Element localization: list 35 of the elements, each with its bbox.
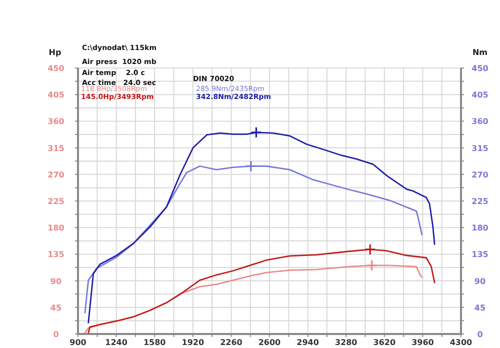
x-tick-label: 3960 (412, 338, 434, 347)
y-tick-label: 315 (48, 144, 65, 153)
x-tick-label: 1240 (105, 338, 128, 347)
y2-tick-label: 45 (474, 303, 486, 312)
y2-tick-label: 315 (472, 144, 489, 153)
y-tick-label: 450 (48, 64, 65, 73)
y-tick-label: 45 (50, 303, 62, 312)
y2-tick-label: 360 (472, 117, 489, 126)
x-tick-label: 3280 (334, 338, 358, 347)
x-tick-label: 900 (70, 338, 87, 347)
y2-tick-label: 135 (472, 250, 489, 260)
y-tick-label: 180 (48, 224, 65, 233)
y2-tick-label: 405 (472, 90, 489, 100)
y-tick-label: 270 (48, 170, 65, 180)
x-tick-label: 2600 (258, 338, 282, 347)
x-tick-label: 2260 (220, 338, 243, 347)
y2-tick-label: 90 (474, 276, 486, 286)
y2-tick-label: 225 (472, 197, 489, 206)
y-axis-title: Hp (48, 48, 62, 57)
y2-tick-label: 180 (472, 224, 489, 233)
y2-tick-label: 450 (472, 64, 489, 73)
x-tick-label: 4300 (450, 338, 473, 347)
y-tick-label: 225 (48, 197, 65, 206)
y-tick-label: 360 (48, 117, 65, 126)
y2-tick-label: 270 (472, 170, 489, 180)
x-tick-label: 2940 (296, 338, 320, 347)
y-tick-label: 135 (48, 250, 65, 260)
x-tick-label: 1920 (182, 338, 204, 347)
y2-axis-title: Nm (472, 48, 488, 57)
x-tick-label: 1580 (143, 338, 166, 347)
y2-tick-label: 0 (477, 330, 484, 339)
y-tick-label: 0 (53, 330, 60, 339)
x-tick-label: 3620 (373, 338, 396, 347)
y-tick-label: 90 (50, 276, 62, 286)
y-tick-label: 405 (48, 90, 65, 100)
